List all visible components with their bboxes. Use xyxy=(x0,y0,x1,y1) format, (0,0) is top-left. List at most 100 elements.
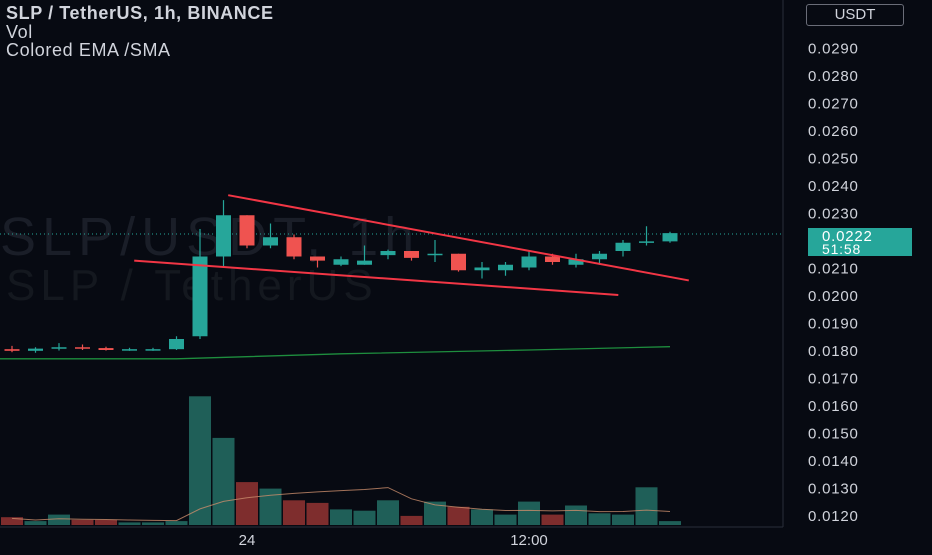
price-tick-label: 0.0130 xyxy=(808,481,859,498)
candle-body xyxy=(545,256,560,262)
volume-bar xyxy=(353,510,376,525)
candle-body xyxy=(98,348,114,350)
volume-bar xyxy=(95,519,117,525)
candle-body xyxy=(310,256,325,261)
volume-ma-line xyxy=(11,487,671,522)
candle xyxy=(427,240,443,262)
candle xyxy=(51,343,67,351)
candle-body xyxy=(404,251,419,258)
candle xyxy=(286,234,302,260)
candle xyxy=(263,223,278,249)
candle xyxy=(357,245,372,265)
candle xyxy=(404,251,419,261)
candle-body xyxy=(474,267,490,271)
candle xyxy=(451,253,466,272)
volume-bar xyxy=(236,482,258,525)
watermark-line-1: SLP/USDT, 1h xyxy=(0,207,420,267)
candle xyxy=(474,262,490,279)
indicator-volume[interactable]: Vol xyxy=(6,22,33,42)
volume-bar xyxy=(165,521,188,525)
price-tick-label: 0.0280 xyxy=(808,68,859,85)
volume-bar xyxy=(518,501,540,525)
candle xyxy=(216,200,231,268)
candle-body xyxy=(333,259,349,265)
volume-bar xyxy=(189,396,211,525)
price-tick-label: 0.0290 xyxy=(808,41,859,58)
time-tick-label: 24 xyxy=(239,532,256,549)
candle-body xyxy=(192,256,208,337)
candle-body xyxy=(568,259,584,265)
candle xyxy=(98,346,114,351)
bar-countdown: 51:58 xyxy=(822,241,862,257)
candle xyxy=(662,231,678,243)
indicator-ema-sma[interactable]: Colored EMA /SMA xyxy=(6,40,171,60)
candle xyxy=(75,344,90,350)
candle-body xyxy=(263,237,278,246)
price-tick-label: 0.0150 xyxy=(808,426,859,443)
volume-bar xyxy=(494,514,517,525)
watermark-line-2: SLP / TetherUS xyxy=(6,261,378,310)
volume-bar xyxy=(400,515,423,525)
candle xyxy=(333,256,349,267)
volume-bar xyxy=(565,505,587,525)
candle-body xyxy=(4,349,20,351)
price-tick-label: 0.0210 xyxy=(808,261,859,278)
candle-body xyxy=(122,349,137,351)
candle-body xyxy=(145,349,161,351)
price-tick-label: 0.0190 xyxy=(808,316,859,333)
lower-trendline[interactable] xyxy=(134,259,619,296)
symbol-title[interactable]: SLP / TetherUS, 1h, BINANCE xyxy=(6,3,274,23)
volume-bar xyxy=(24,521,47,525)
volume-bar xyxy=(330,509,352,525)
volume-bar xyxy=(306,502,329,525)
candle xyxy=(4,345,20,353)
candle-body xyxy=(592,253,607,260)
candle-body xyxy=(239,215,255,246)
volume-bar xyxy=(118,522,141,525)
time-axis[interactable]: 24 12:00 xyxy=(239,532,548,549)
price-tick-label: 0.0250 xyxy=(808,151,859,168)
candle-body xyxy=(357,260,372,265)
chart-legend[interactable]: SLP / TetherUS, 1h, BINANCE Vol Colored … xyxy=(6,3,274,59)
candle xyxy=(192,229,208,339)
volume-bar xyxy=(588,513,611,525)
candle-body xyxy=(28,348,43,351)
candle-body xyxy=(498,264,513,271)
volume-bar xyxy=(71,519,94,525)
candle xyxy=(592,251,607,265)
candle-body xyxy=(615,242,631,251)
candle xyxy=(145,347,161,351)
price-tick-label: 0.0170 xyxy=(808,371,859,388)
trendlines[interactable] xyxy=(134,194,689,296)
volume-bar xyxy=(471,509,493,525)
volume-bar xyxy=(541,514,564,525)
price-tick-label: 0.0260 xyxy=(808,123,859,140)
candle xyxy=(568,253,584,268)
price-tick-label: 0.0270 xyxy=(808,96,859,113)
price-tick-label: 0.0240 xyxy=(808,178,859,195)
candle-body xyxy=(380,251,396,256)
current-price-label: 0.0222 51:58 xyxy=(808,228,912,256)
candle xyxy=(239,215,255,249)
ema-line-group xyxy=(0,346,671,360)
price-tick-label: 0.0230 xyxy=(808,206,859,223)
volume-bar xyxy=(1,517,23,525)
volume-bar xyxy=(283,500,305,525)
candle-body xyxy=(216,215,231,257)
candle xyxy=(380,249,396,260)
price-tick-label: 0.0140 xyxy=(808,453,859,470)
current-price-value: 0.0222 xyxy=(822,228,873,245)
price-tick-label: 0.0120 xyxy=(808,508,859,525)
time-tick-label: 12:00 xyxy=(510,532,548,549)
currency-selector[interactable]: USDT xyxy=(806,4,904,26)
candle-body xyxy=(662,233,678,242)
candle xyxy=(521,251,537,271)
candle-body xyxy=(639,241,654,243)
candle xyxy=(310,256,325,268)
candle-body xyxy=(427,253,443,256)
candles xyxy=(4,200,678,353)
volume-bar xyxy=(612,514,634,525)
upper-trendline[interactable] xyxy=(228,194,689,282)
